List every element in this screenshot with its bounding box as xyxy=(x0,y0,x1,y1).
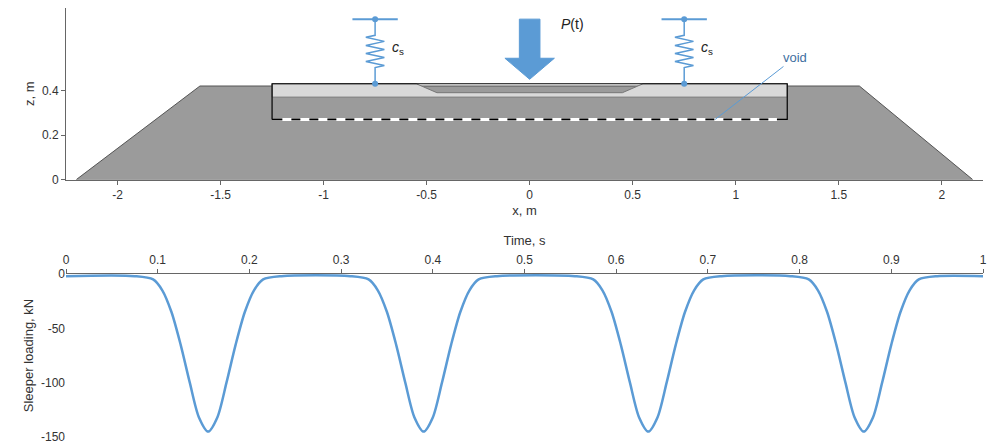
svg-text:1.5: 1.5 xyxy=(830,188,847,202)
svg-text:-1: -1 xyxy=(318,188,329,202)
svg-text:-100: -100 xyxy=(41,376,65,390)
svg-text:0.1: 0.1 xyxy=(149,253,166,267)
svg-text:void: void xyxy=(783,50,807,65)
svg-text:0.6: 0.6 xyxy=(608,253,625,267)
svg-text:0.2: 0.2 xyxy=(241,253,258,267)
svg-text:P(t): P(t) xyxy=(561,16,584,32)
svg-text:0: 0 xyxy=(526,188,533,202)
svg-text:Sleeper loading, kN: Sleeper loading, kN xyxy=(21,299,36,412)
svg-text:2: 2 xyxy=(938,188,945,202)
svg-text:1: 1 xyxy=(732,188,739,202)
svg-text:0.9: 0.9 xyxy=(883,253,900,267)
svg-text:0: 0 xyxy=(52,173,59,187)
svg-text:1: 1 xyxy=(980,253,987,267)
svg-text:-150: -150 xyxy=(41,430,65,444)
svg-text:-0.5: -0.5 xyxy=(416,188,437,202)
svg-text:0: 0 xyxy=(58,267,65,281)
svg-text:0.5: 0.5 xyxy=(624,188,641,202)
svg-text:0.2: 0.2 xyxy=(42,128,59,142)
svg-text:-50: -50 xyxy=(48,322,66,336)
svg-text:0.4: 0.4 xyxy=(424,253,441,267)
svg-text:x, m: x, m xyxy=(512,203,537,218)
svg-text:0.3: 0.3 xyxy=(333,253,350,267)
svg-text:0.4: 0.4 xyxy=(42,84,59,98)
svg-text:0.7: 0.7 xyxy=(700,253,717,267)
svg-text:0: 0 xyxy=(63,253,70,267)
svg-text:0.5: 0.5 xyxy=(516,253,533,267)
svg-text:Time, s: Time, s xyxy=(503,233,546,248)
svg-text:z, m: z, m xyxy=(22,82,37,107)
svg-text:c​s​: c​s​ xyxy=(701,39,713,57)
svg-text:-2: -2 xyxy=(112,188,123,202)
svg-text:0.8: 0.8 xyxy=(791,253,808,267)
svg-text:c​s​: c​s​ xyxy=(392,39,404,57)
svg-text:-1.5: -1.5 xyxy=(210,188,231,202)
